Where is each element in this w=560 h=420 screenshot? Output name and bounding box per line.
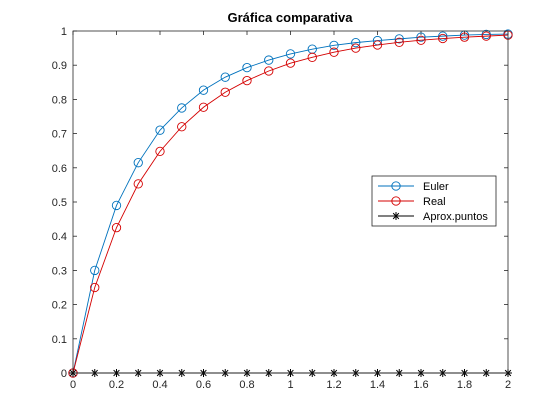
x-tick-label: 0.6 <box>196 379 211 391</box>
legend-item: Real <box>378 196 446 208</box>
data-point <box>372 40 383 50</box>
data-point <box>90 282 100 293</box>
series-real <box>68 30 513 378</box>
data-point <box>177 122 187 132</box>
data-point <box>111 200 122 211</box>
data-point <box>242 75 252 86</box>
x-tick-labels: 0 0.2 0.4 0.6 0.8 1 1.2 1.4 1.6 1.8 2 <box>70 379 511 391</box>
data-point <box>285 49 296 59</box>
data-point <box>264 55 274 65</box>
data-point <box>351 37 361 48</box>
x-tick-label: 1.8 <box>457 379 472 391</box>
data-point <box>329 47 339 57</box>
data-point <box>416 32 426 42</box>
data-point <box>90 265 100 276</box>
data-point <box>329 40 339 51</box>
data-point <box>438 33 448 44</box>
x-tick-label: 0.8 <box>239 379 254 391</box>
data-point <box>111 222 122 233</box>
series-line <box>72 33 509 374</box>
x-tick-label: 2 <box>505 379 511 391</box>
y-tick-label: 0.6 <box>52 163 67 175</box>
y-tick-label: 0 <box>61 368 67 380</box>
series-line <box>72 34 509 374</box>
x-tick-label: 1 <box>287 379 293 391</box>
y-tick-label: 0.9 <box>52 60 67 72</box>
y-tick-label: 0.8 <box>52 94 67 106</box>
legend-marker <box>391 196 401 206</box>
legend-item: Aprox.puntos <box>378 211 488 223</box>
x-tick-label: 0 <box>70 379 76 391</box>
data-point <box>177 103 187 113</box>
data-point <box>285 58 296 68</box>
y-tick-label: 1 <box>61 26 67 38</box>
data-point <box>307 52 317 62</box>
data-point <box>198 102 209 112</box>
data-point <box>438 31 448 41</box>
data-point <box>481 31 491 41</box>
x-tick-label: 1.4 <box>370 379 385 391</box>
data-point <box>394 34 404 44</box>
legend-item: Euler <box>378 181 449 193</box>
legend-label: Euler <box>423 181 449 193</box>
series-euler <box>68 29 513 378</box>
data-point <box>133 179 143 189</box>
y-tick-label: 0.7 <box>52 129 67 141</box>
data-point <box>459 32 470 42</box>
data-point <box>198 85 209 95</box>
legend-marker <box>391 181 401 191</box>
y-tick-label: 0.4 <box>52 231 67 243</box>
legend-items: Euler Real Aprox.puntos <box>378 181 488 223</box>
data-point <box>416 35 426 45</box>
data-point <box>220 87 230 97</box>
data-point <box>394 37 404 47</box>
legend-label: Real <box>423 196 446 208</box>
data-point <box>220 72 230 82</box>
data-point <box>242 62 252 73</box>
data-point <box>155 146 165 157</box>
x-tick-label: 0.4 <box>152 379 167 391</box>
legend-marker <box>392 212 400 220</box>
y-tick-label: 0.3 <box>52 265 67 277</box>
legend: Euler Real Aprox.puntos <box>371 175 497 227</box>
y-tick-label: 0.1 <box>52 334 67 346</box>
data-point <box>155 125 165 135</box>
y-tick-label: 0.5 <box>52 197 67 209</box>
data-point <box>351 43 361 53</box>
x-tick-label: 1.2 <box>326 379 341 391</box>
x-tick-label: 0.2 <box>109 379 124 391</box>
x-tick-label: 1.6 <box>413 379 428 391</box>
y-tick-label: 0.2 <box>52 300 67 312</box>
legend-label: Aprox.puntos <box>423 211 488 223</box>
plot-area-border <box>72 30 509 374</box>
chart-title: Gráfica comparativa <box>227 10 353 25</box>
data-point <box>133 158 143 168</box>
data-point <box>264 66 274 76</box>
y-tick-labels: 0 0.1 0.2 0.3 0.4 0.5 0.6 0.7 0.8 0.9 1 <box>52 26 67 380</box>
